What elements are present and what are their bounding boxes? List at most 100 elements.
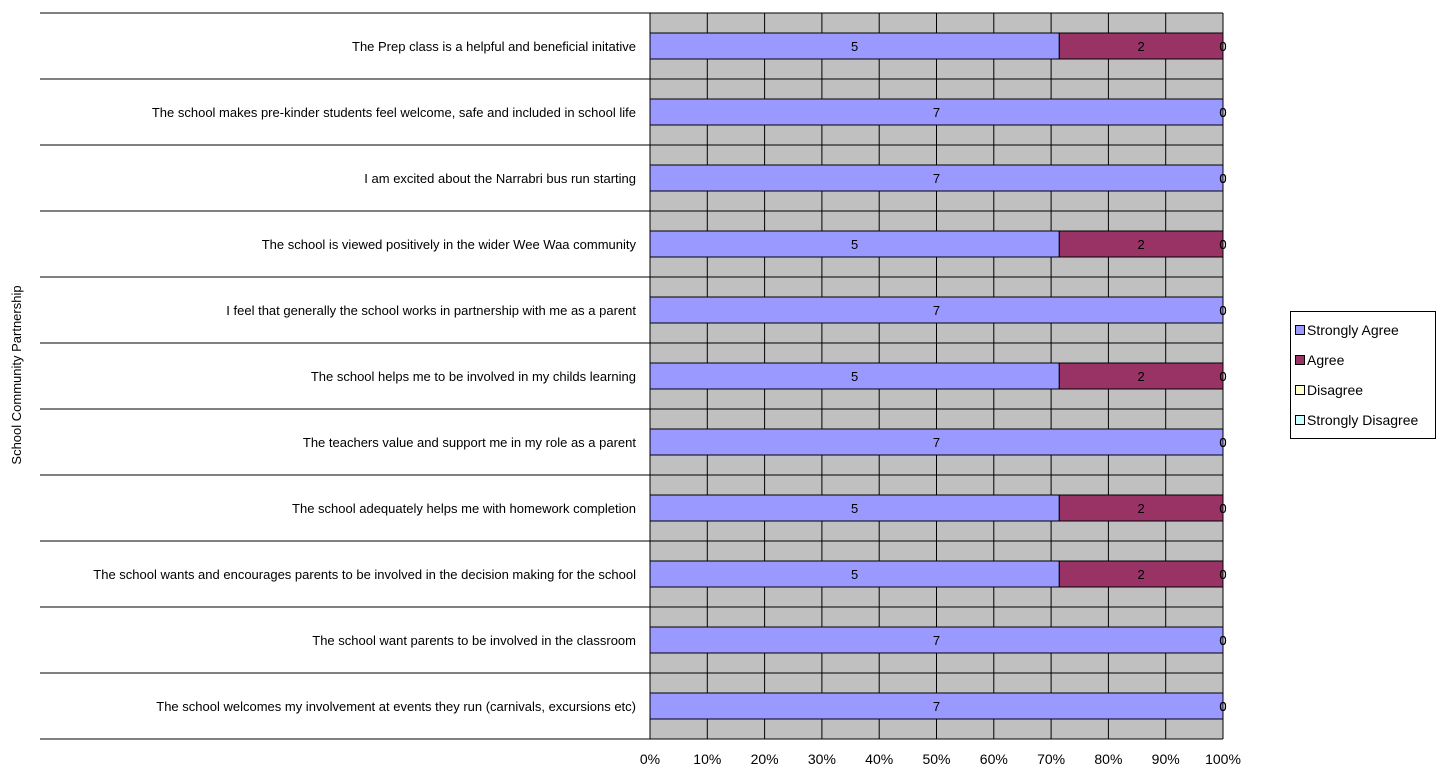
data-label-disagree: 0 — [1219, 567, 1226, 582]
category-label: I feel that generally the school works i… — [226, 303, 636, 318]
data-label-strongly-agree: 5 — [851, 237, 858, 252]
value-axis: 0% 10% 20% 30% 40% 50% 60% 70% 80% 90% 100% — [640, 751, 1241, 767]
bars — [649, 32, 1224, 720]
data-label-agree: 2 — [1138, 39, 1145, 54]
data-label-strongly-disagree: 0 — [1219, 171, 1226, 186]
data-label-agree: 2 — [1138, 567, 1145, 582]
data-label-disagree: 0 — [1219, 435, 1226, 450]
data-label-agree: 2 — [1138, 237, 1145, 252]
bar-strongly-agree — [649, 98, 1224, 126]
category-label: The school makes pre-kinder students fee… — [152, 105, 636, 120]
legend-swatch-strongly-agree — [1295, 325, 1305, 335]
x-tick-label: 100% — [1205, 751, 1241, 767]
x-tick-label: 70% — [1037, 751, 1065, 767]
data-label-strongly-disagree: 0 — [1219, 435, 1226, 450]
data-label-disagree: 0 — [1219, 105, 1226, 120]
data-label-strongly-agree: 5 — [851, 567, 858, 582]
bar-strongly-agree — [649, 164, 1224, 192]
bar-strongly-agree — [649, 494, 1060, 522]
x-tick-label: 50% — [922, 751, 950, 767]
data-label-disagree: 0 — [1219, 171, 1226, 186]
bar-strongly-agree — [649, 692, 1224, 720]
bar-agree — [1058, 494, 1224, 522]
data-label-agree: 0 — [1219, 303, 1226, 318]
legend: Strongly Agree Agree Disagree Strongly D… — [1290, 311, 1436, 439]
legend-label-strongly-agree: Strongly Agree — [1307, 322, 1399, 338]
category-label: The school want parents to be involved i… — [312, 633, 636, 648]
data-label-agree: 2 — [1138, 501, 1145, 516]
bar-strongly-agree — [649, 32, 1060, 60]
y-axis-title: School Community Partnership — [9, 285, 24, 464]
category-label: The Prep class is a helpful and benefici… — [352, 39, 636, 54]
data-label-disagree: 0 — [1219, 39, 1226, 54]
data-label-disagree: 0 — [1219, 501, 1226, 516]
data-label-strongly-disagree: 0 — [1219, 567, 1226, 582]
data-label-disagree: 0 — [1219, 699, 1226, 714]
x-tick-label: 10% — [693, 751, 721, 767]
bar-agree — [1058, 230, 1224, 258]
legend-item-strongly-agree: Strongly Agree — [1295, 315, 1435, 345]
legend-item-agree: Agree — [1295, 345, 1435, 375]
category-label: The teachers value and support me in my … — [303, 435, 637, 450]
data-label-strongly-disagree: 0 — [1219, 237, 1226, 252]
data-label-strongly-agree: 5 — [851, 501, 858, 516]
x-tick-label: 30% — [808, 751, 836, 767]
data-label-disagree: 0 — [1219, 303, 1226, 318]
legend-swatch-agree — [1295, 355, 1305, 365]
data-label-strongly-agree: 5 — [851, 369, 858, 384]
data-label-disagree: 0 — [1219, 237, 1226, 252]
legend-swatch-strongly-disagree — [1295, 415, 1305, 425]
data-label-strongly-disagree: 0 — [1219, 501, 1226, 516]
data-label-strongly-agree: 5 — [851, 39, 858, 54]
data-label-strongly-agree: 7 — [933, 699, 940, 714]
bar-agree — [1058, 560, 1224, 588]
data-label-strongly-disagree: 0 — [1219, 369, 1226, 384]
bar-strongly-agree — [649, 428, 1224, 456]
data-label-strongly-disagree: 0 — [1219, 105, 1226, 120]
category-label: I am excited about the Narrabri bus run … — [364, 171, 636, 186]
bar-strongly-agree — [649, 230, 1060, 258]
data-label-strongly-agree: 7 — [933, 633, 940, 648]
data-label-strongly-agree: 7 — [933, 105, 940, 120]
data-label-agree: 0 — [1219, 171, 1226, 186]
legend-item-disagree: Disagree — [1295, 375, 1435, 405]
legend-item-strongly-disagree: Strongly Disagree — [1295, 405, 1435, 435]
data-label-strongly-disagree: 0 — [1219, 633, 1226, 648]
legend-label-agree: Agree — [1307, 352, 1345, 368]
bar-strongly-agree — [649, 626, 1224, 654]
category-label: The school wants and encourages parents … — [93, 567, 636, 582]
data-label-agree: 2 — [1138, 369, 1145, 384]
data-label-agree: 0 — [1219, 105, 1226, 120]
bar-strongly-agree — [649, 560, 1060, 588]
data-label-strongly-disagree: 0 — [1219, 303, 1226, 318]
data-label-disagree: 0 — [1219, 633, 1226, 648]
legend-label-disagree: Disagree — [1307, 382, 1364, 398]
legend-swatch-disagree — [1295, 385, 1305, 395]
category-label: The school helps me to be involved in my… — [311, 369, 636, 384]
bar-agree — [1058, 362, 1224, 390]
data-label-agree: 0 — [1219, 699, 1226, 714]
x-tick-label: 20% — [751, 751, 779, 767]
data-label-agree: 0 — [1219, 633, 1226, 648]
bar-strongly-agree — [649, 362, 1060, 390]
x-tick-label: 80% — [1094, 751, 1122, 767]
bar-agree — [1058, 32, 1224, 60]
x-tick-label: 90% — [1152, 751, 1180, 767]
data-label-strongly-disagree: 0 — [1219, 39, 1226, 54]
x-tick-label: 40% — [865, 751, 893, 767]
legend-label-strongly-disagree: Strongly Disagree — [1307, 412, 1419, 428]
data-label-strongly-agree: 7 — [933, 435, 940, 450]
data-label-disagree: 0 — [1219, 369, 1226, 384]
data-label-agree: 0 — [1219, 435, 1226, 450]
data-label-strongly-agree: 7 — [933, 303, 940, 318]
category-label: The school is viewed positively in the w… — [262, 237, 637, 252]
data-label-strongly-agree: 7 — [933, 171, 940, 186]
x-tick-label: 0% — [640, 751, 660, 767]
data-label-strongly-disagree: 0 — [1219, 699, 1226, 714]
x-tick-label: 60% — [980, 751, 1008, 767]
category-label: The school welcomes my involvement at ev… — [156, 699, 636, 714]
category-axis: The Prep class is a helpful and benefici… — [40, 12, 650, 740]
bar-strongly-agree — [649, 296, 1224, 324]
